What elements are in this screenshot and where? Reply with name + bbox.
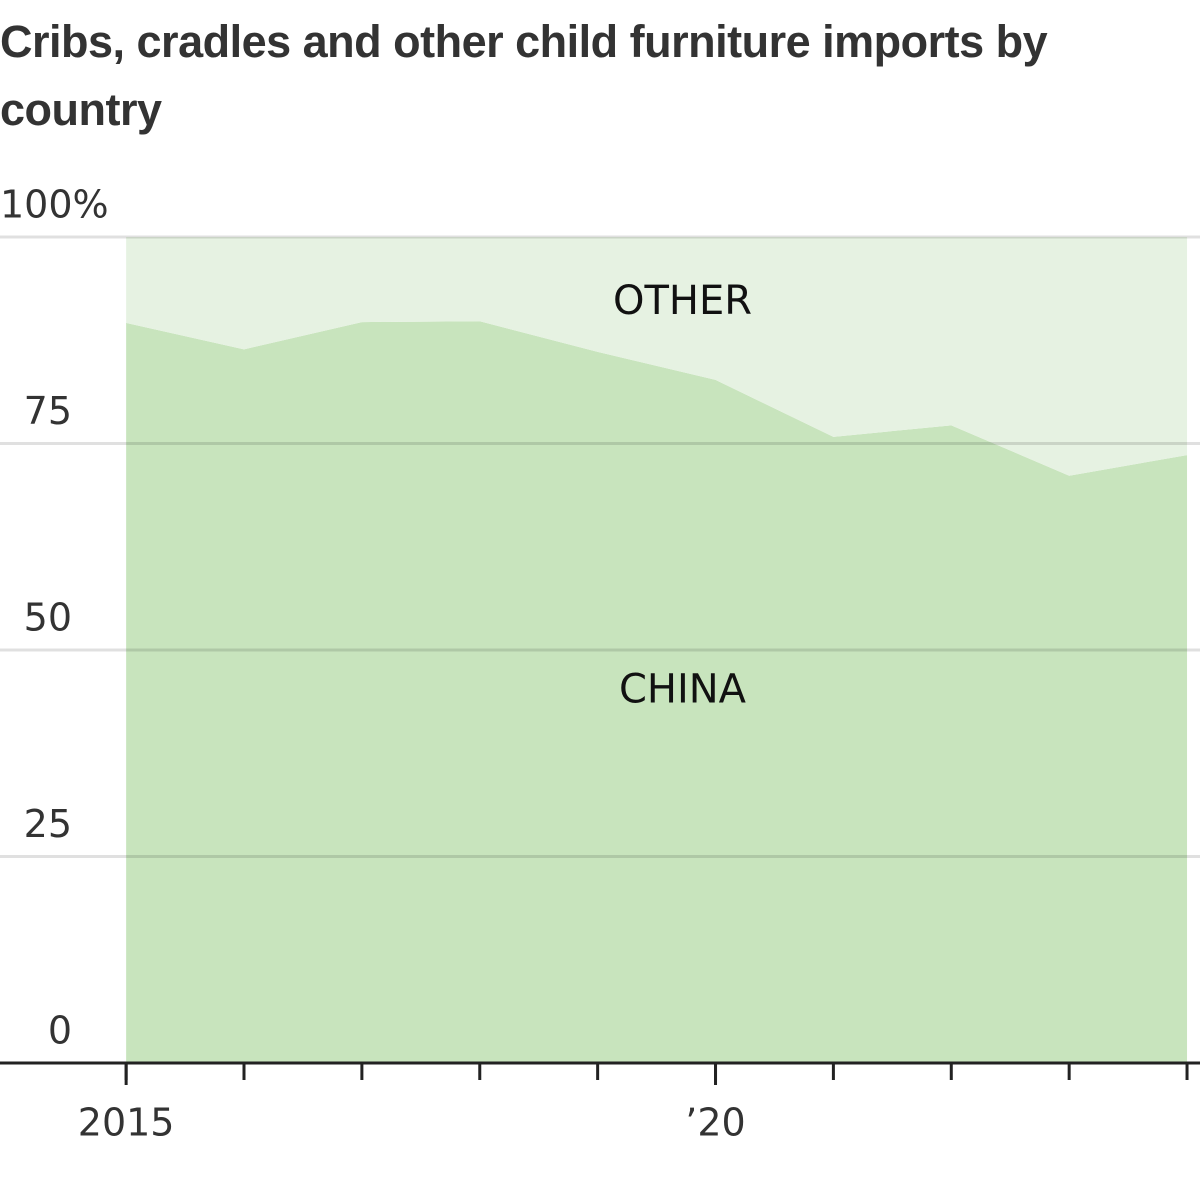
y-tick-label: 75 (24, 389, 72, 433)
y-tick-label: 25 (24, 802, 72, 846)
chart-title: Cribs, cradles and other child furniture… (0, 16, 1048, 135)
x-tick-label: 2015 (78, 1101, 175, 1145)
y-tick-label: 0 (48, 1009, 72, 1053)
area (126, 237, 1188, 476)
series-label: OTHER (613, 278, 752, 324)
x-tick-label: ’20 (685, 1101, 745, 1145)
series-label: CHINA (619, 666, 747, 712)
y-tick-label: 100% (0, 183, 109, 227)
y-tick-label: 50 (24, 596, 72, 640)
area (126, 321, 1188, 1063)
